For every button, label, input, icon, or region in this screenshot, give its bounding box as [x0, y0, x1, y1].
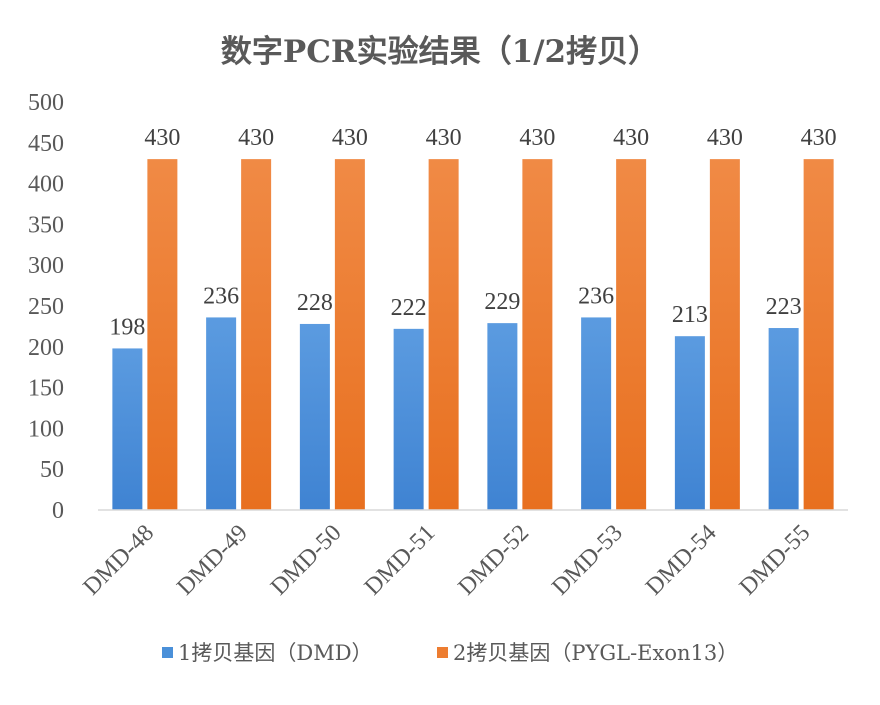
data-label: 430 — [707, 125, 743, 151]
data-label: 222 — [391, 295, 427, 321]
bars-group — [112, 159, 834, 510]
chart-title: 数字PCR实验结果（1/2拷贝） — [221, 34, 659, 70]
x-tick-label: DMD-54 — [641, 520, 722, 601]
y-tick-label: 350 — [28, 212, 64, 238]
legend-swatch — [162, 647, 173, 658]
bar-dmd — [581, 317, 612, 510]
x-tick-label: DMD-52 — [454, 520, 535, 601]
data-label: 213 — [672, 302, 708, 328]
x-tick-label: DMD-48 — [79, 520, 160, 601]
data-label: 430 — [426, 125, 462, 151]
bar-pygl — [428, 159, 459, 510]
y-tick-label: 450 — [28, 131, 64, 157]
x-tick-label: DMD-50 — [266, 520, 347, 601]
data-label: 430 — [801, 125, 837, 151]
y-tick-label: 0 — [52, 498, 64, 524]
legend-label: 1拷贝基因（DMD） — [178, 641, 373, 665]
y-tick-label: 150 — [28, 376, 64, 402]
data-labels-group: 198 430 236 430 228 430 222 430 229 430 236 430 213 4… — [109, 125, 836, 340]
y-tick-label: 100 — [28, 416, 64, 442]
bar-dmd — [393, 328, 424, 510]
bar-dmd — [206, 317, 237, 510]
y-tick-label: 200 — [28, 335, 64, 361]
data-label: 430 — [144, 125, 180, 151]
data-label: 198 — [109, 314, 145, 340]
legend: 1拷贝基因（DMD） 2拷贝基因（PYGL-Exon13） — [162, 641, 738, 665]
x-tick-label: DMD-53 — [547, 520, 628, 601]
y-tick-label: 500 — [28, 90, 64, 116]
data-label: 229 — [484, 289, 520, 315]
y-tick-label: 300 — [28, 253, 64, 279]
bar-pygl — [334, 159, 365, 510]
bar-pygl — [709, 159, 740, 510]
bar-dmd — [299, 323, 330, 510]
data-label: 430 — [332, 125, 368, 151]
bar-pygl — [616, 159, 647, 510]
legend-swatch — [437, 647, 448, 658]
x-tick-label: DMD-49 — [172, 520, 253, 601]
bar-dmd — [768, 328, 799, 510]
y-tick-label: 50 — [40, 457, 64, 483]
bar-pygl — [147, 159, 178, 510]
data-label: 228 — [297, 290, 333, 316]
data-label: 430 — [613, 125, 649, 151]
bar-dmd — [112, 348, 143, 510]
data-label: 430 — [238, 125, 274, 151]
bar-pygl — [241, 159, 272, 510]
y-axis-ticks: 0 50 100 150 200 250 300 350 400 450 500 — [28, 90, 64, 524]
y-tick-label: 400 — [28, 172, 64, 198]
data-label: 236 — [578, 283, 614, 309]
bar-pygl — [522, 159, 553, 510]
data-label: 223 — [766, 294, 802, 320]
data-label: 236 — [203, 283, 239, 309]
bar-pygl — [803, 159, 834, 510]
bar-dmd — [674, 336, 705, 510]
x-axis-ticks: DMD-48 DMD-49 DMD-50 DMD-51 DMD-52 DMD-53 DMD-… — [79, 520, 816, 601]
x-tick-label: DMD-55 — [735, 520, 816, 601]
bar-dmd — [487, 323, 518, 510]
legend-label: 2拷贝基因（PYGL-Exon13） — [453, 641, 738, 665]
x-tick-label: DMD-51 — [360, 520, 441, 601]
data-label: 430 — [519, 125, 555, 151]
y-tick-label: 250 — [28, 294, 64, 320]
